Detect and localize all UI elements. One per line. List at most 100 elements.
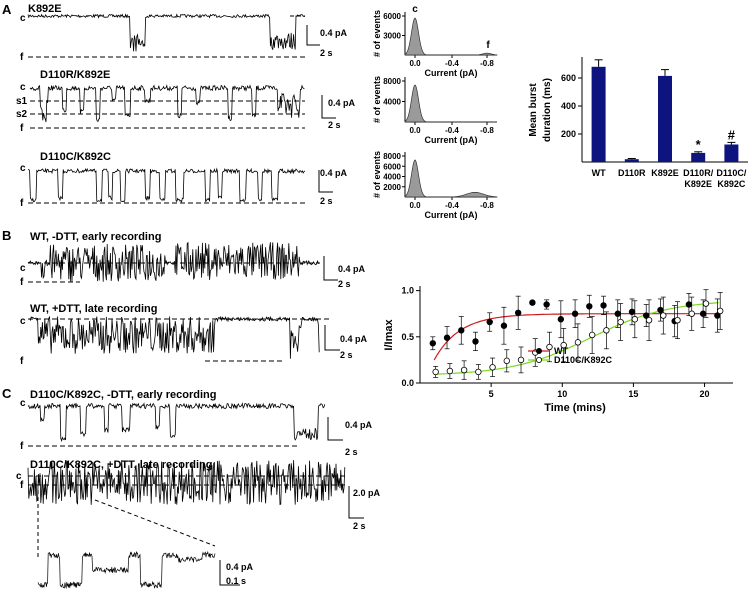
trace-a3-scalebar [318, 170, 333, 193]
hist-3-xtick-label: -0.8 [480, 201, 494, 210]
wt-point [500, 322, 508, 329]
trace-a1-scale-y: 0.4 pA [320, 28, 348, 38]
trace-b2-f-label: f [20, 356, 24, 367]
bar-0 [591, 66, 606, 162]
bar-category-label: D110C/ [716, 168, 747, 178]
mutant-point [432, 368, 439, 376]
trace-a2-scale-x: 2 s [328, 120, 341, 130]
trace-c1-c-label: c [20, 398, 26, 409]
hist-1-xlabel: Current (pA) [425, 68, 478, 78]
trace-c3-scale-x: 0.1 s [226, 576, 246, 586]
bar-chart-ytick-label: 200 [561, 129, 576, 139]
bar-4 [724, 144, 739, 162]
trace-b1-c-label: c [20, 263, 26, 274]
time-course-chart: I/Imax Time (mins) 0.0 0.5 1.0 5 10 15 20 WTD110C… [383, 286, 733, 414]
hist-3-ytick-label: 8000 [383, 152, 401, 161]
trace-b2-c-label: c [20, 316, 26, 327]
bar-category-label: K892E [651, 168, 679, 178]
mutant-point [574, 339, 582, 346]
hist-2-xtick-label: 0.0 [409, 126, 421, 135]
time-chart-xtick-label: 15 [628, 389, 638, 399]
hist-3-xtick-label: -0.4 [445, 201, 459, 210]
trace-a3-f-label: f [20, 198, 24, 209]
hist-2-xtick-label: -0.8 [480, 126, 494, 135]
trace-a1-scale-x: 2 s [320, 48, 333, 58]
trace-b2-scale-x: 2 s [340, 350, 353, 360]
wt-point [557, 316, 565, 323]
mutant-point [631, 316, 639, 323]
trace-b1-f-label: f [20, 277, 24, 288]
wt-point [514, 309, 522, 316]
hist-2-xtick-label: -0.4 [445, 126, 459, 135]
hist-1-ylabel: # of events [372, 10, 382, 57]
mutant-point [560, 341, 567, 349]
bar-category-label: K892E [684, 179, 712, 189]
trace-c3-scale-y: 0.4 pA [226, 562, 254, 572]
wt-point [543, 301, 550, 308]
trace-c2-scale-y: 2.0 pA [353, 488, 381, 498]
wt-point [586, 303, 593, 310]
hist-2-ytick-label: 4000 [383, 98, 401, 107]
mutant-point [603, 327, 610, 334]
trace-b1: WT, -DTT, early recording c f 0.4 pA 2 s [20, 231, 366, 289]
hist-3-ytick-label: 6000 [383, 162, 401, 171]
wt-point [657, 306, 664, 314]
histogram-1-peak-c-label: c [412, 4, 418, 15]
trace-a1-f-label: f [20, 52, 24, 63]
panel-label-b: B [2, 228, 11, 243]
trace-a2-s2-label: s2 [16, 109, 28, 120]
trace-a3-c-label: c [20, 163, 26, 174]
legend-marker-0 [536, 347, 543, 354]
trace-c2-scale-x: 2 s [353, 521, 366, 531]
time-chart-xlabel: Time (mins) [544, 402, 606, 414]
mutant-point [517, 356, 525, 364]
hist-1-xtick-label: -0.8 [480, 59, 494, 68]
trace-c2-signal [27, 460, 346, 506]
hist-3-distribution [404, 159, 498, 198]
wt-point [600, 302, 607, 309]
mutant-point [489, 364, 496, 371]
wt-point [472, 338, 479, 345]
bar-1 [624, 159, 639, 162]
bar-category-label: WT [592, 168, 606, 178]
histogram-1-peak-f-label: f [486, 40, 490, 51]
trace-b1-scale-x: 2 s [338, 279, 351, 289]
wt-point [429, 340, 437, 347]
trace-a2-scalebar [321, 95, 336, 119]
bar-chart-ytick-label: 400 [561, 101, 576, 111]
wt-point [529, 299, 536, 306]
legend-marker-1 [536, 356, 543, 363]
bar-chart-ylabel-line1: Mean burst [528, 83, 539, 137]
bar-2 [658, 75, 672, 162]
trace-c1-signal [27, 402, 326, 443]
wt-point [486, 318, 493, 326]
trace-a3: D110C/K892C c f 0.4 pA 2 s [20, 151, 348, 209]
hist-1-xtick-label: -0.4 [445, 59, 459, 68]
trace-a2-scale-y: 0.4 pA [328, 98, 356, 108]
bar-category-label: D110R/ [683, 168, 714, 178]
bar-chart: Mean burst duration (ms) 200 400 600 WT D110R K… [528, 57, 748, 189]
trace-c2-scalebar [348, 486, 364, 519]
trace-a3-scale-x: 2 s [320, 196, 333, 206]
trace-a1-scalebar [306, 25, 320, 46]
trace-b2-scalebar [324, 325, 340, 351]
hist-3-ytick-label: 4000 [383, 173, 401, 182]
time-chart-ytick-label: 1.0 [401, 286, 414, 296]
trace-a3-scale-y: 0.4 pA [320, 168, 348, 178]
trace-b1-title: WT, -DTT, early recording [30, 231, 161, 243]
trace-c2-f-label: f [20, 480, 24, 491]
hist-3-xtick-label: 0.0 [409, 201, 421, 210]
trace-a1: K892E c f 0.4 pA 2 s [20, 3, 348, 63]
mutant-point [460, 366, 468, 374]
trace-a3-title: D110C/K892C [40, 151, 111, 163]
time-chart-xtick-label: 20 [700, 389, 710, 399]
hist-2-ylabel: # of events [372, 76, 382, 123]
trace-c3: 0.4 pA 0.1 s [37, 550, 254, 590]
hist-2-distribution [404, 84, 497, 123]
trace-b2-title: WT, +DTT, late recording [30, 303, 157, 315]
trace-b1-signal [27, 241, 320, 282]
panel-label-c: C [2, 386, 12, 401]
